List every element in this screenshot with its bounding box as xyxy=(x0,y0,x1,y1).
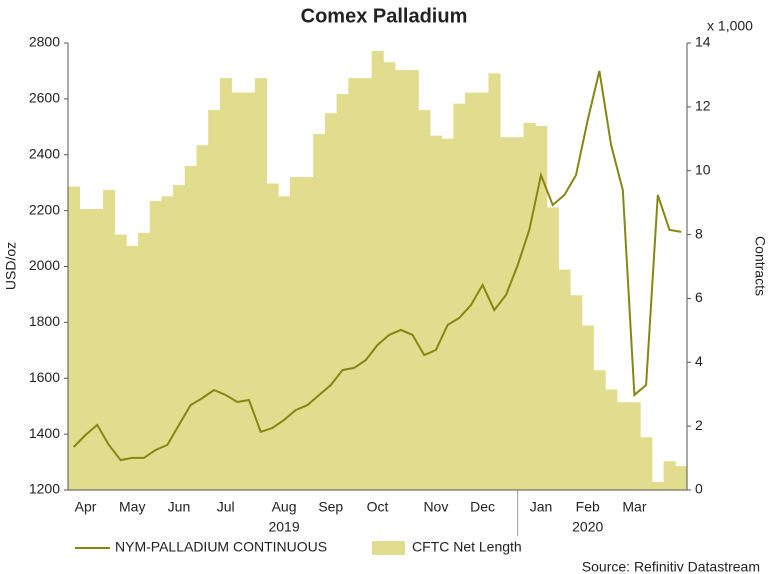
y-tick-label: 2000 xyxy=(29,257,60,273)
area-segment xyxy=(114,234,127,490)
area-segment xyxy=(500,137,513,491)
chart-title: Comex Palladium xyxy=(301,5,468,27)
area-segment xyxy=(231,92,244,490)
y-tick-label: 1200 xyxy=(29,481,60,497)
area-segment xyxy=(79,209,92,490)
x-tick-label: Aug xyxy=(272,499,297,515)
y-tick-label: 1600 xyxy=(29,369,60,385)
area-segment xyxy=(651,482,665,490)
area-segment xyxy=(138,232,151,490)
x-tick-label: Jun xyxy=(168,499,191,515)
x-tick-label: Oct xyxy=(367,499,389,515)
area-segment xyxy=(301,177,314,490)
y2-axis-label: Contracts xyxy=(752,236,768,296)
area-segment xyxy=(383,62,396,491)
area-segment xyxy=(488,73,501,490)
area-segment xyxy=(406,70,419,490)
area-segment xyxy=(126,245,139,490)
area-segment xyxy=(208,110,221,491)
area-segment xyxy=(558,269,571,490)
legend-label: NYM-PALLADIUM CONTINUOUS xyxy=(115,539,327,555)
y2-tick-label: 0 xyxy=(695,481,703,497)
area-segment xyxy=(628,402,641,490)
area-segment xyxy=(278,196,291,490)
area-segment xyxy=(663,461,676,490)
price-line xyxy=(73,70,682,462)
y2-tick-label: 4 xyxy=(695,353,703,369)
area-segment xyxy=(418,110,431,491)
area-segment xyxy=(254,78,267,490)
y-tick-label: 1400 xyxy=(29,425,60,441)
x-tick-label: Feb xyxy=(576,499,600,515)
area-segment xyxy=(149,201,162,490)
area-segment xyxy=(523,122,536,491)
area-segment xyxy=(196,145,209,490)
area-segment xyxy=(91,209,104,490)
x-tick-label: Sep xyxy=(318,499,343,515)
area-segment xyxy=(289,177,302,490)
area-segment xyxy=(453,103,466,491)
area-segment xyxy=(266,183,279,490)
y2-tick-label: 2 xyxy=(695,417,703,433)
x-tick-label: Jul xyxy=(217,499,235,515)
y2-tick-label: 8 xyxy=(695,225,703,241)
area-segment xyxy=(161,196,174,490)
x-group-label: 2020 xyxy=(572,519,603,535)
area-segment xyxy=(535,126,548,490)
x-tick-label: Mar xyxy=(622,499,646,515)
area-segment xyxy=(243,92,256,490)
x-group-label: 2019 xyxy=(268,519,299,535)
x-tick-label: Nov xyxy=(423,499,448,515)
y-tick-label: 1800 xyxy=(29,313,60,329)
area-segment xyxy=(465,92,478,490)
area-segment xyxy=(511,137,524,491)
area-segment xyxy=(324,113,338,490)
area-segment xyxy=(103,189,116,490)
area-segment xyxy=(184,165,197,491)
legend-swatch xyxy=(372,541,405,555)
area-segment xyxy=(605,389,618,490)
legend-label: CFTC Net Length xyxy=(412,539,522,555)
y2-tick-label: 12 xyxy=(695,98,711,114)
y2-tick-label: 14 xyxy=(695,34,711,50)
area-segment xyxy=(441,138,454,491)
area-segment xyxy=(476,92,489,490)
y2-tick-label: 6 xyxy=(695,289,703,305)
area-segment xyxy=(593,370,606,490)
area-segment xyxy=(173,185,186,490)
area-segment xyxy=(371,50,384,490)
x-tick-label: Dec xyxy=(470,499,495,515)
area-segment xyxy=(348,78,361,490)
area-segment xyxy=(546,207,559,491)
source: Source: Refinitiv Datastream xyxy=(582,559,760,574)
area-segment xyxy=(581,325,594,490)
x-tick-label: Apr xyxy=(75,499,97,515)
y-tick-label: 2600 xyxy=(29,90,60,106)
area-segment xyxy=(395,70,408,490)
area-segment xyxy=(640,437,653,490)
area-segment xyxy=(359,78,373,490)
area-segment xyxy=(675,466,688,490)
y-axis-label: USD/oz xyxy=(3,242,19,290)
y-tick-label: 2400 xyxy=(29,145,60,161)
y2-unit: x 1,000 xyxy=(707,18,753,34)
y2-tick-label: 10 xyxy=(695,161,711,177)
x-tick-label: May xyxy=(119,499,145,515)
y-tick-label: 2200 xyxy=(29,201,60,217)
area-segment xyxy=(430,135,443,491)
area-segment xyxy=(219,78,232,490)
x-tick-label: Jan xyxy=(530,499,553,515)
area-segment xyxy=(616,402,630,490)
y-tick-label: 2800 xyxy=(29,34,60,50)
area-segment xyxy=(570,295,583,490)
area-segment xyxy=(68,186,81,490)
area-segment xyxy=(313,133,326,490)
area-segment xyxy=(336,94,349,490)
